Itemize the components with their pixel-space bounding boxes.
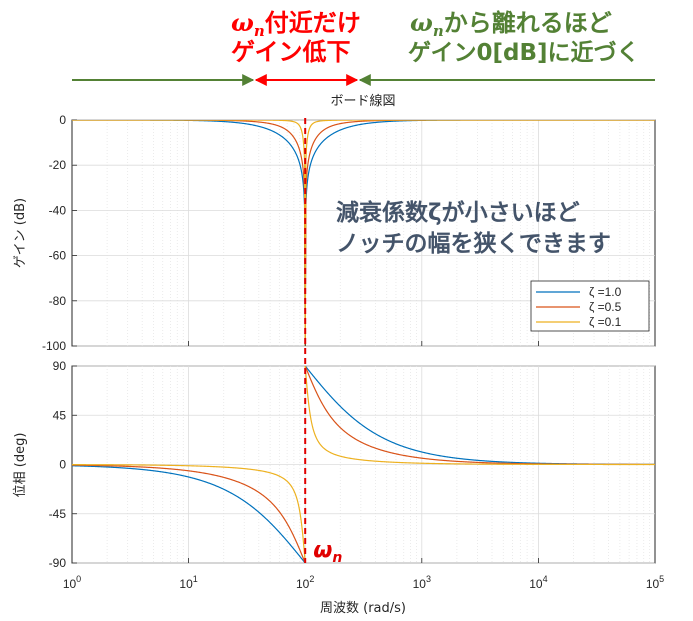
x-axis-label: 周波数 (rad/s) bbox=[320, 601, 406, 616]
x-tick-label: 102 bbox=[296, 574, 314, 591]
y-tick-label: -100 bbox=[42, 339, 66, 353]
y-tick-label: -90 bbox=[49, 556, 67, 570]
phase-series-line-low bbox=[72, 465, 306, 563]
legend-entry: ζ =0.1 bbox=[589, 315, 622, 329]
x-tick-label: 100 bbox=[63, 574, 81, 591]
y-tick-label: 45 bbox=[53, 408, 67, 422]
wn-label: ωn bbox=[313, 538, 342, 566]
x-tick-label: 105 bbox=[646, 574, 664, 591]
zeta-note-line1: 減衰係数ζが小さいほど bbox=[336, 199, 580, 226]
gain-ylabel: ゲイン (dB) bbox=[13, 198, 28, 268]
phase-series-line-high bbox=[304, 366, 655, 466]
away-wn-omega: ω bbox=[410, 8, 433, 37]
phase-plot: 90 45 0 -45 -90 位相 (deg) bbox=[13, 359, 656, 570]
y-tick-label: -40 bbox=[49, 203, 67, 217]
legend-box bbox=[530, 280, 650, 332]
away-wn-annotation: ωnから離れるほど ゲイン0[dB]に近づく bbox=[408, 8, 640, 66]
near-wn-text2: ゲイン低下 bbox=[231, 38, 351, 66]
chart-title: ボード線図 bbox=[330, 93, 395, 109]
near-wn-omega: ω bbox=[231, 8, 254, 37]
away-wn-sub: n bbox=[433, 22, 444, 40]
legend-entry: ζ =0.5 bbox=[589, 300, 622, 314]
phase-series-line-low bbox=[72, 464, 306, 563]
away-wn-text2: ゲイン0[dB]に近づく bbox=[408, 40, 640, 66]
x-tick-label: 104 bbox=[529, 574, 547, 591]
legend: ζ =1.0ζ =0.5ζ =0.1 bbox=[530, 280, 650, 332]
phase-y-ticks: 90 45 0 -45 -90 bbox=[49, 359, 77, 570]
gain-series-line bbox=[72, 120, 655, 346]
svg-text:ωn付近だけ: ωn付近だけ bbox=[231, 8, 361, 40]
gain-y-ticks: 0 -20 -40 -60 -80 -100 bbox=[42, 113, 77, 353]
gain-lines bbox=[72, 120, 655, 346]
y-tick-label: -20 bbox=[49, 158, 67, 172]
y-tick-label: -45 bbox=[49, 507, 67, 521]
phase-lines bbox=[72, 366, 655, 563]
away-wn-text1: から離れるほど bbox=[444, 9, 612, 37]
y-tick-label: 0 bbox=[59, 458, 66, 472]
near-wn-sub: n bbox=[254, 22, 265, 40]
y-tick-label: 90 bbox=[53, 359, 67, 373]
x-tick-label: 101 bbox=[179, 574, 197, 591]
legend-entry: ζ =1.0 bbox=[589, 285, 622, 299]
svg-text:ωnから離れるほど: ωnから離れるほど bbox=[410, 8, 612, 40]
y-tick-label: -60 bbox=[49, 249, 67, 263]
zeta-note-line2: ノッチの幅を狭くできます bbox=[336, 231, 611, 257]
x-tick-label: 103 bbox=[413, 574, 431, 591]
y-tick-label: 0 bbox=[59, 113, 66, 127]
phase-series-line-low bbox=[72, 464, 306, 563]
x-tick-labels: 100 101 102 103 104 105 bbox=[63, 341, 664, 591]
near-wn-annotation: ωn付近だけ ゲイン低下 bbox=[231, 8, 361, 66]
near-wn-text1: 付近だけ bbox=[265, 9, 361, 37]
zeta-note: 減衰係数ζが小さいほど ノッチの幅を狭くできます bbox=[336, 199, 611, 257]
y-tick-label: -80 bbox=[49, 294, 67, 308]
phase-ylabel: 位相 (deg) bbox=[13, 433, 28, 498]
